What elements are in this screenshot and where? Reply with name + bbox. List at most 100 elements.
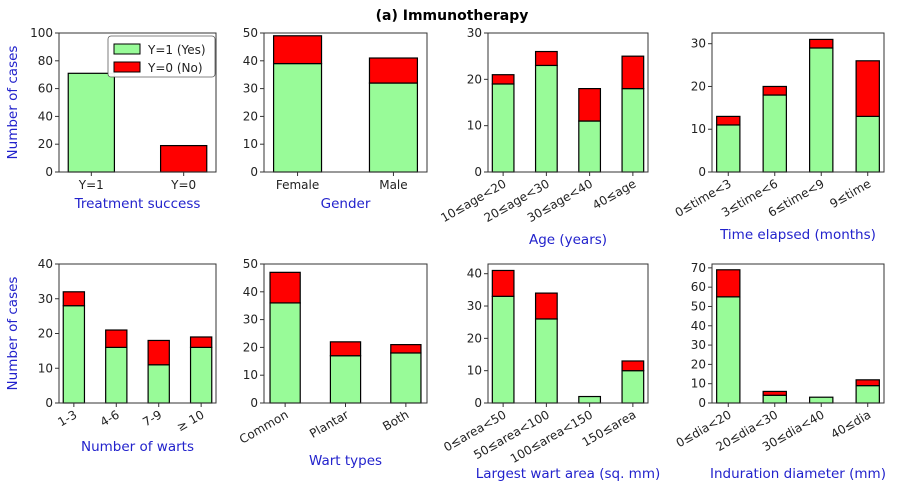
bar-yes-3 — [147, 364, 170, 404]
y-tick-label: 40 — [38, 257, 53, 271]
y-tick-label: 30 — [243, 313, 258, 327]
x-axis-label: Induration diameter (mm) — [710, 466, 886, 482]
bar-no-2 — [368, 57, 419, 84]
y-tick-label: 0 — [698, 396, 706, 410]
chart-panel-7: 0102030400≤area<5050≤area<100100≤area<15… — [441, 263, 660, 482]
bar-no-3 — [390, 344, 422, 354]
y-tick-label: 30 — [691, 37, 706, 51]
y-tick-label: 0 — [698, 165, 706, 179]
y-tick-label: 50 — [243, 257, 258, 271]
bar-no-2 — [105, 329, 128, 348]
y-tick-label: 0 — [250, 165, 258, 179]
y-tick-label: 30 — [38, 292, 53, 306]
y-axis-label: Number of cases — [5, 46, 21, 160]
x-tick-label: Common — [237, 407, 291, 446]
bar-yes-4 — [621, 370, 645, 404]
bar-no-1 — [491, 269, 515, 297]
plot-frame — [711, 263, 885, 404]
y-tick-label: 0 — [474, 165, 482, 179]
bar-no-4 — [855, 379, 880, 387]
x-tick-label: Y=0 — [170, 178, 196, 192]
x-tick-label: 7-9 — [140, 407, 164, 429]
bar-yes-2 — [368, 82, 419, 173]
legend-label-yes: Y=1 (Yes) — [147, 43, 206, 57]
y-tick-label: 10 — [691, 122, 706, 136]
bar-no-1 — [491, 74, 515, 85]
bar-yes-2 — [534, 64, 558, 173]
bar-yes-3 — [390, 352, 422, 404]
bar-yes-2 — [329, 355, 362, 404]
chart-panel-3: 010203010≤age<2020≤age<3030≤age<4040≤age… — [438, 26, 649, 248]
x-tick-label: ≥ 10 — [174, 407, 206, 434]
bar-no-3 — [809, 38, 834, 49]
bar-yes-4 — [855, 115, 880, 173]
chart-panel-5: 0 10 20 30 40 1-3 4-6 7-9 ≥ 10 Number of warts Num… — [5, 257, 217, 455]
x-axis-label: Treatment success — [74, 196, 201, 212]
y-tick-label: 0 — [45, 165, 53, 179]
bar-yes-4 — [855, 385, 880, 404]
bar-yes-1 — [716, 124, 741, 173]
y-tick-label: 20 — [38, 137, 53, 151]
y-tick-label: 10 — [243, 137, 258, 151]
bar-yes-1 — [269, 302, 301, 404]
y-tick-label: 40 — [691, 319, 706, 333]
x-axis-label: Largest wart area (sq. mm) — [476, 466, 660, 482]
legend-label-no: Y=0 (No) — [147, 61, 203, 75]
plot-frame — [711, 32, 885, 173]
y-tick-label: 0 — [474, 396, 482, 410]
y-tick-label: 50 — [243, 26, 258, 40]
y-tick-label: 0 — [45, 396, 53, 410]
y-tick-label: 10 — [467, 364, 482, 378]
y-tick-label: 20 — [467, 331, 482, 345]
bar-no-1 — [269, 271, 301, 304]
legend-swatch-yes — [113, 43, 141, 55]
y-tick-label: 20 — [691, 357, 706, 371]
y-tick-label: 70 — [691, 261, 706, 275]
bar-yes-2 — [105, 346, 128, 404]
x-tick-label: Both — [380, 407, 411, 433]
y-tick-label: 10 — [38, 361, 53, 375]
x-tick-label: 40≤dia — [828, 407, 873, 441]
y-tick-label: 50 — [691, 299, 706, 313]
y-tick-label: 40 — [243, 285, 258, 299]
y-tick-label: 0 — [250, 396, 258, 410]
y-tick-label: 10 — [691, 377, 706, 391]
x-axis-label: Wart types — [309, 453, 382, 469]
bar-yes-1 — [716, 296, 741, 404]
y-tick-label: 30 — [243, 82, 258, 96]
x-tick-label: 1-3 — [55, 407, 79, 429]
bar-yes-3 — [809, 47, 834, 173]
plot-frame — [263, 32, 428, 173]
legend-swatch-no — [113, 61, 141, 73]
legend: Y=1 (Yes) Y=0 (No) — [107, 35, 216, 78]
bar-no-2 — [159, 144, 208, 173]
y-tick-label: 40 — [243, 54, 258, 68]
y-tick-label: 20 — [691, 79, 706, 93]
x-tick-label: Plantar — [307, 407, 351, 440]
bar-no-1 — [62, 291, 86, 307]
x-tick-label: 40≤age — [590, 176, 638, 212]
y-tick-label: 30 — [691, 338, 706, 352]
bar-no-2 — [534, 50, 558, 67]
y-tick-label: 30 — [467, 299, 482, 313]
x-axis-label: Time elapsed (months) — [719, 227, 876, 243]
bar-no-1 — [716, 269, 741, 298]
bar-yes-1 — [491, 295, 515, 404]
y-tick-label: 20 — [467, 72, 482, 86]
figure-title: (a) Immunotherapy — [376, 8, 529, 24]
x-tick-label: Y=1 — [78, 178, 104, 192]
bar-yes-2 — [534, 318, 558, 404]
bar-no-4 — [621, 55, 645, 90]
chart-panel-2: 0 10 20 30 40 50 Female Male Gender — [243, 26, 428, 212]
bar-no-3 — [147, 339, 170, 366]
bar-yes-1 — [62, 305, 86, 404]
bar-yes-2 — [762, 94, 787, 173]
bar-no-3 — [578, 87, 602, 122]
bar-no-4 — [189, 336, 213, 349]
bar-no-2 — [762, 390, 787, 396]
bar-no-4 — [855, 60, 880, 117]
y-tick-label: 40 — [38, 109, 53, 123]
x-tick-label: Male — [379, 178, 407, 192]
y-tick-label: 80 — [38, 54, 53, 68]
